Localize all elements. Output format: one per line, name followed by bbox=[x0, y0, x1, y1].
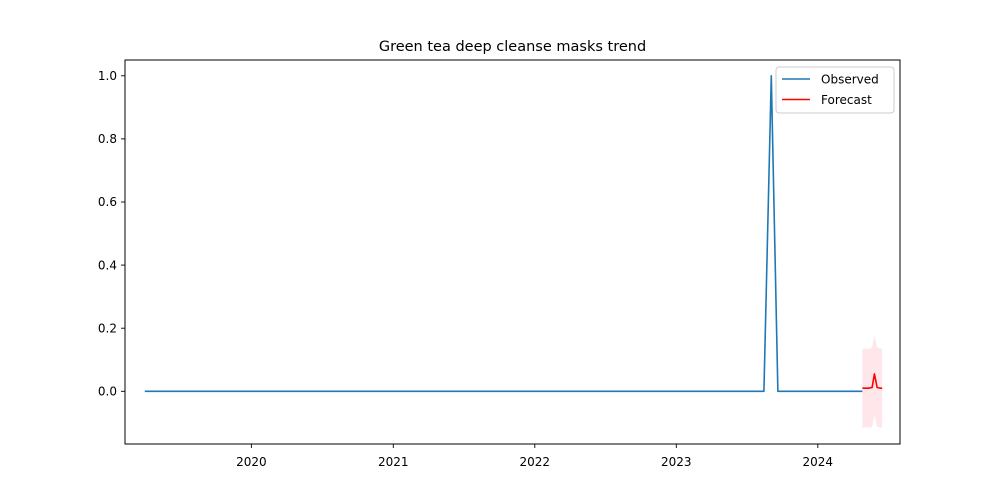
y-tick-label: 1.0 bbox=[98, 69, 117, 83]
x-tick-label: 2023 bbox=[661, 455, 692, 469]
x-tick-label: 2020 bbox=[236, 455, 267, 469]
y-tick-label: 0.6 bbox=[98, 195, 117, 209]
legend-label-forecast: Forecast bbox=[821, 93, 872, 107]
x-tick-label: 2022 bbox=[520, 455, 551, 469]
legend-label-observed: Observed bbox=[821, 72, 879, 86]
y-tick-label: 0.4 bbox=[98, 258, 117, 272]
confidence-band-layer bbox=[862, 335, 883, 428]
chart-title: Green tea deep cleanse masks trend bbox=[379, 39, 646, 55]
y-axis: 0.0 0.2 0.4 0.6 0.8 1.0 bbox=[98, 69, 125, 399]
series-line-forecast bbox=[862, 373, 883, 389]
y-tick-label: 0.2 bbox=[98, 321, 117, 335]
legend: Observed Forecast bbox=[775, 66, 895, 114]
forecast-confidence-band bbox=[862, 335, 883, 428]
x-axis: 2020 2021 2022 2023 2024 bbox=[236, 444, 833, 469]
y-tick-label: 0.0 bbox=[98, 385, 117, 399]
series-layer bbox=[144, 74, 883, 393]
x-tick-label: 2024 bbox=[803, 455, 834, 469]
y-tick-label: 0.8 bbox=[98, 132, 117, 146]
x-tick-label: 2021 bbox=[378, 455, 409, 469]
plot-frame bbox=[124, 59, 901, 445]
series-line-observed bbox=[144, 74, 863, 393]
